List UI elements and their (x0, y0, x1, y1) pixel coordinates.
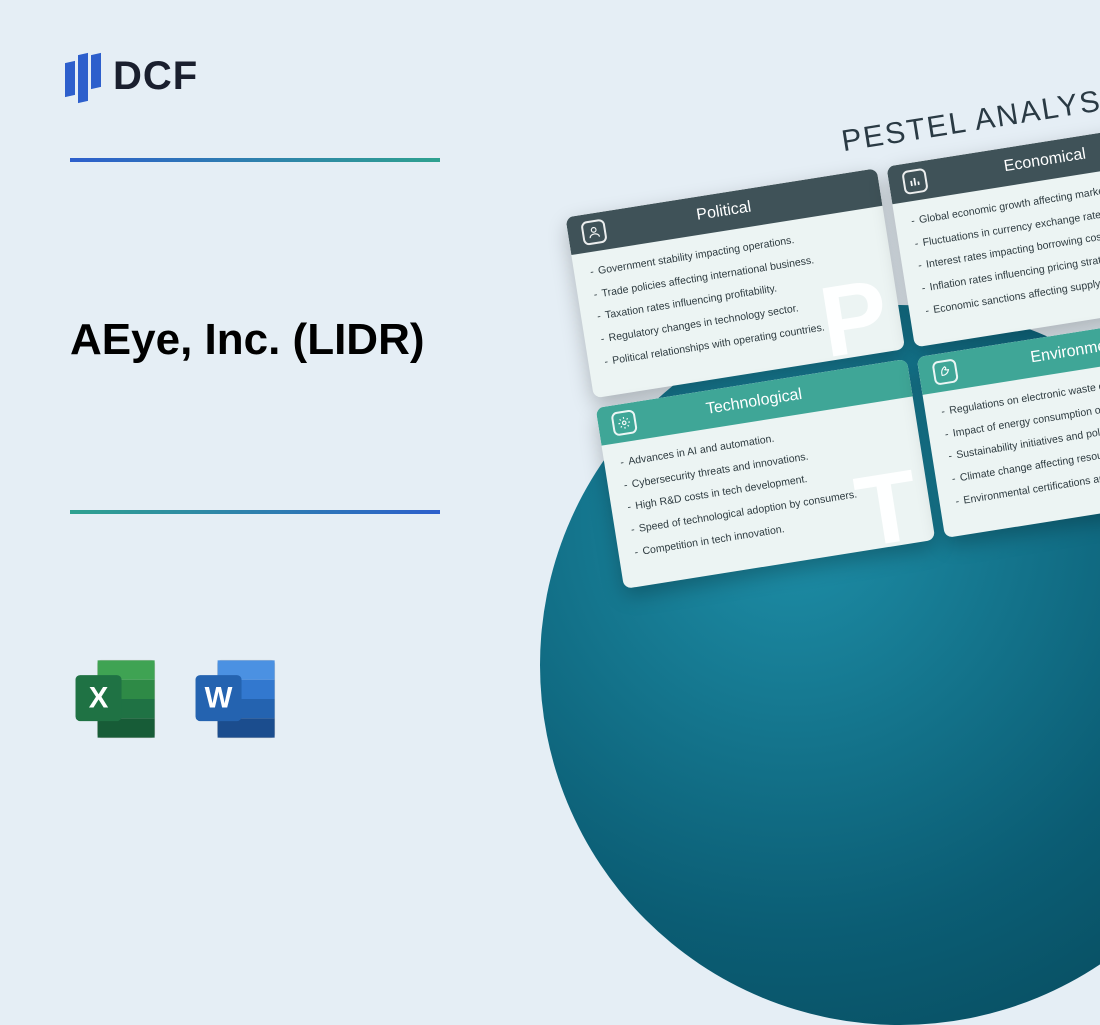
divider-top (70, 158, 440, 162)
pestel-stack: PESTEL ANALYSIS PoliticalGovernment stab… (558, 70, 1100, 589)
word-icon[interactable]: W (190, 653, 282, 745)
pestel-card-label: Political (695, 198, 752, 224)
logo-bars-icon (65, 50, 101, 102)
svg-text:X: X (89, 681, 109, 714)
pestel-card-label: Technological (705, 386, 804, 419)
logo: DCF (65, 50, 198, 102)
pestel-card-label: Economical (1003, 145, 1088, 176)
file-icons-row: X W (70, 653, 282, 745)
pestel-card-label: Environment (1029, 336, 1100, 368)
pestel-card-political: PoliticalGovernment stability impacting … (565, 168, 905, 398)
bars-icon (901, 168, 928, 195)
svg-text:W: W (205, 681, 233, 714)
person-icon (580, 218, 607, 245)
divider-bottom (70, 510, 440, 514)
excel-icon[interactable]: X (70, 653, 162, 745)
pestel-card-economical: EconomicalGlobal economic growth affecti… (886, 117, 1100, 347)
gear-icon (611, 409, 638, 436)
leaf-icon (932, 358, 959, 385)
logo-text: DCF (113, 54, 198, 99)
page-title: AEye, Inc. (LIDR) (70, 315, 425, 365)
